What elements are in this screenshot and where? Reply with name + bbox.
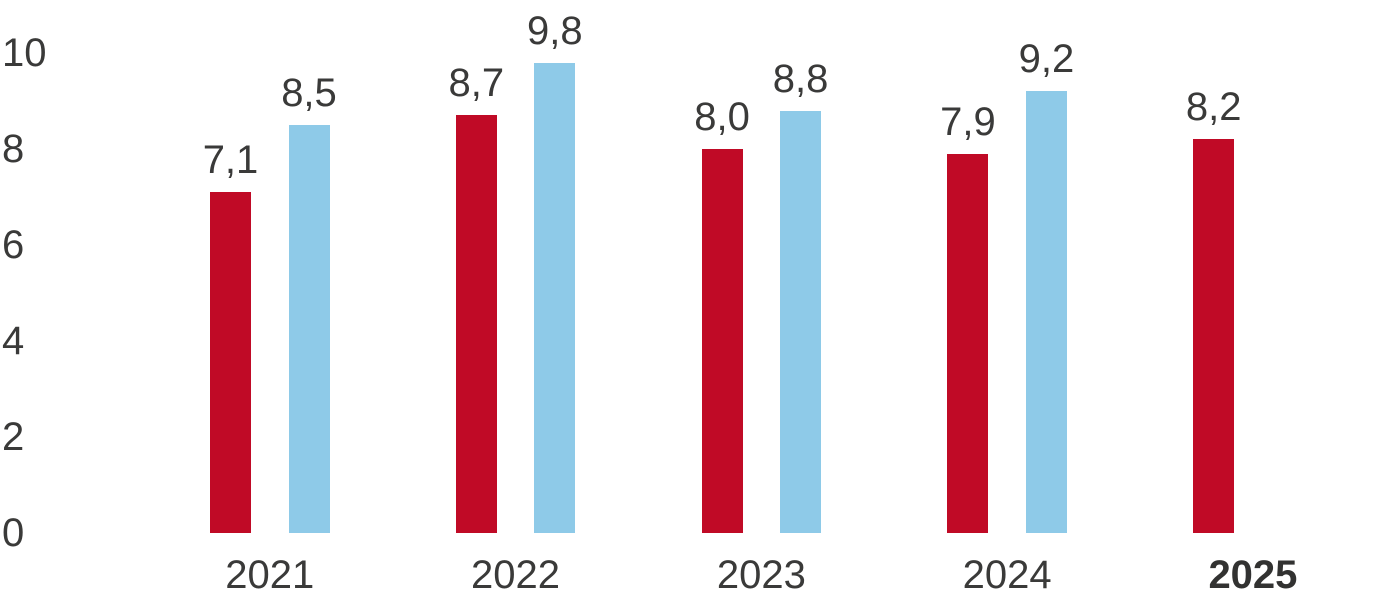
bar-value-label: 8,0 xyxy=(694,95,750,139)
x-tick-label-2023: 2023 xyxy=(716,553,806,597)
y-tick-label: 10 xyxy=(2,31,47,75)
y-tick-label: 0 xyxy=(2,511,25,555)
y-tick-label: 6 xyxy=(2,223,25,267)
bar-series-red-2021 xyxy=(210,192,251,533)
bar-series-blue-2022 xyxy=(534,62,576,533)
bar-value-label: 7,1 xyxy=(202,138,259,183)
bar-value-label: 8,8 xyxy=(772,56,829,101)
y-tick-label: 4 xyxy=(2,319,25,363)
bar-value-label: 8,2 xyxy=(1185,85,1242,130)
bar-series-blue-2024 xyxy=(1025,91,1067,533)
x-tick-label-2022: 2022 xyxy=(471,553,561,597)
x-tick-label-2021: 2021 xyxy=(225,553,315,597)
bar-series-blue-2023 xyxy=(780,110,822,533)
bar-series-red-2023 xyxy=(701,149,743,533)
bar-value-label: 9,2 xyxy=(1018,37,1075,82)
bar-value-label: 8,7 xyxy=(448,61,505,106)
x-tick-label-2025: 2025 xyxy=(1208,553,1298,597)
bar-series-red-2024 xyxy=(947,153,989,533)
x-tick-label-2024: 2024 xyxy=(962,553,1052,597)
bar-series-red-2022 xyxy=(455,115,497,533)
y-tick-label: 2 xyxy=(2,415,25,459)
bar-value-label: 7,9 xyxy=(940,99,996,144)
bar-series-blue-2021 xyxy=(288,125,330,533)
bar-value-label: 9,8 xyxy=(526,8,583,53)
y-tick-label: 8 xyxy=(2,127,25,171)
bar-series-red-2025 xyxy=(1193,139,1235,533)
bar-value-label: 8,5 xyxy=(281,71,337,115)
